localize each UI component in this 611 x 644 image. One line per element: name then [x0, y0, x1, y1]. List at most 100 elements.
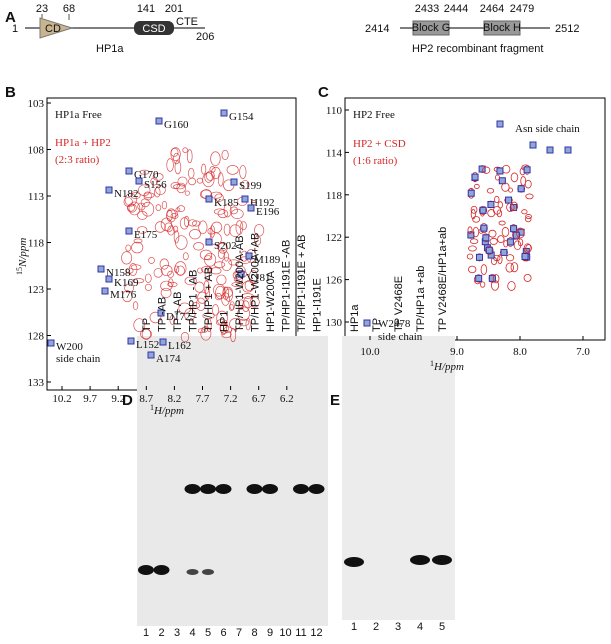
- lane-number: 8: [251, 627, 257, 639]
- peak: [214, 193, 224, 202]
- peak: [469, 238, 479, 245]
- legend: HP2 + CSD: [353, 138, 406, 150]
- peak: [482, 166, 491, 174]
- peak: [154, 187, 161, 198]
- peak: [210, 267, 222, 275]
- peak: [188, 177, 197, 186]
- position: 23: [36, 3, 48, 15]
- peak: [497, 235, 505, 244]
- lane-label: TP/HP1-I191E -AB: [281, 240, 293, 332]
- lane-number: 12: [310, 627, 322, 639]
- peak: [222, 286, 233, 298]
- lane-number: 1: [143, 627, 149, 639]
- peak: [122, 290, 133, 303]
- peak: [166, 158, 174, 172]
- peak-label: W200: [56, 341, 83, 353]
- panel-letter: C: [318, 84, 329, 101]
- peak: [503, 240, 509, 248]
- peak: [155, 204, 162, 212]
- lane-number: 2: [373, 621, 379, 633]
- lane-number: 6: [220, 627, 226, 639]
- peak: [510, 262, 519, 273]
- peak-marker: [205, 195, 213, 203]
- legend: (1:6 ratio): [353, 155, 398, 167]
- band: [432, 555, 452, 565]
- peak: [201, 163, 207, 175]
- peak: [497, 201, 503, 209]
- peak: [525, 244, 532, 252]
- peak-marker: [237, 270, 245, 278]
- peak-marker: [363, 319, 371, 327]
- position: 1: [12, 23, 18, 35]
- peak-label: G160: [164, 119, 189, 131]
- peak: [209, 166, 216, 173]
- annotation: W2478: [378, 318, 411, 330]
- peak: [238, 318, 250, 327]
- position: 141: [137, 3, 155, 15]
- lane-number: 11: [295, 627, 306, 639]
- peak: [223, 251, 229, 262]
- lane-number: 3: [395, 621, 401, 633]
- peak: [180, 332, 190, 343]
- x-tick-label: 9.2: [111, 393, 125, 405]
- peak: [229, 206, 239, 215]
- peak: [123, 197, 133, 207]
- peak: [221, 149, 229, 161]
- peak: [214, 261, 226, 268]
- peak: [155, 184, 166, 196]
- peak: [137, 226, 148, 234]
- annotation: Asn side chain: [515, 123, 580, 135]
- peak: [510, 172, 519, 183]
- peak: [210, 191, 223, 199]
- panel-letter: D: [122, 392, 133, 409]
- peak-marker: [220, 109, 228, 117]
- peak-label: H192: [250, 197, 274, 209]
- peak: [224, 288, 233, 302]
- peak-marker: [467, 189, 475, 197]
- peak-marker: [101, 287, 109, 295]
- peak: [222, 286, 230, 300]
- axis-label: 1H/ppm: [150, 403, 184, 417]
- peak-label: S156: [144, 179, 167, 191]
- peak: [492, 274, 500, 284]
- lane-number: 4: [417, 621, 423, 633]
- peak-marker: [147, 351, 155, 359]
- peak: [230, 208, 244, 219]
- peak-label: M189: [254, 254, 281, 266]
- position: 2414: [365, 23, 389, 35]
- peak: [143, 191, 152, 201]
- peak: [195, 297, 206, 311]
- lane-number: 4: [189, 627, 195, 639]
- peak: [501, 182, 510, 192]
- peak-marker: [105, 186, 113, 194]
- peak: [486, 188, 495, 194]
- peak-marker: [510, 225, 518, 233]
- y-tick-label: 103: [28, 98, 45, 110]
- peak: [506, 202, 515, 212]
- x-tick-label: 10.0: [360, 346, 380, 358]
- superscript: 1: [150, 403, 154, 412]
- peak: [174, 261, 187, 276]
- domain: CTE: [176, 16, 198, 28]
- peak: [221, 257, 232, 272]
- gel-e: [342, 336, 455, 620]
- peak: [184, 276, 197, 286]
- peak-marker: [127, 337, 135, 345]
- peak: [484, 245, 494, 255]
- lane-label: TP/HP1a +ab: [415, 266, 427, 332]
- peak: [153, 268, 163, 278]
- peak: [496, 209, 503, 218]
- peak: [137, 210, 148, 220]
- peak: [201, 266, 213, 274]
- peak: [204, 267, 210, 282]
- peak: [223, 223, 231, 236]
- peak: [210, 151, 221, 166]
- peak: [249, 296, 260, 308]
- lane-label: TP + AB: [172, 292, 184, 332]
- lane-label: TP -AB: [157, 297, 169, 332]
- peak: [170, 213, 179, 219]
- position: 206: [196, 31, 214, 43]
- peak-marker: [498, 177, 506, 185]
- position: 2433: [415, 3, 439, 15]
- peak-marker: [135, 177, 143, 185]
